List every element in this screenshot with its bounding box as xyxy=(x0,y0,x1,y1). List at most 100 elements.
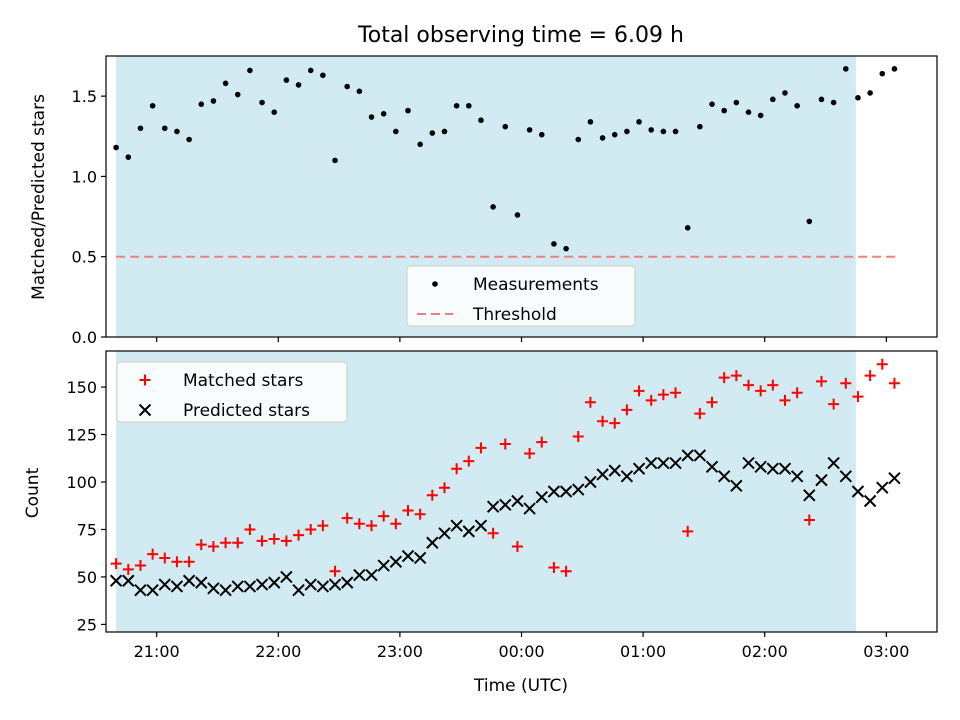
data-point xyxy=(815,473,828,487)
top-y-axis-label: Matched/Predicted stars xyxy=(29,94,49,300)
data-point xyxy=(572,483,585,496)
data-point xyxy=(770,96,776,103)
data-point xyxy=(340,576,354,589)
data-point xyxy=(745,109,752,115)
data-point xyxy=(174,128,180,135)
legend-label: Measurements xyxy=(473,275,599,295)
data-point xyxy=(864,370,876,382)
data-point xyxy=(366,520,378,532)
data-point xyxy=(232,537,244,549)
y-tick-label: 0.5 xyxy=(72,248,97,267)
data-point xyxy=(535,490,548,504)
data-point xyxy=(478,117,484,124)
data-point xyxy=(316,580,330,593)
data-point xyxy=(694,408,706,420)
data-point xyxy=(672,128,679,135)
data-point xyxy=(195,576,208,589)
data-point xyxy=(438,482,450,494)
y-tick-label: 1.0 xyxy=(72,167,97,186)
legend-box xyxy=(406,265,636,327)
data-point xyxy=(839,470,853,483)
data-point xyxy=(231,580,244,593)
data-point xyxy=(730,370,742,382)
data-point xyxy=(572,430,584,442)
data-point xyxy=(502,123,509,130)
data-point xyxy=(721,107,727,114)
data-point xyxy=(560,565,572,577)
data-point xyxy=(304,578,317,591)
data-point xyxy=(463,455,475,467)
data-point xyxy=(158,578,171,591)
data-point xyxy=(328,578,342,591)
data-point xyxy=(222,80,229,87)
data-point xyxy=(867,90,873,96)
data-point xyxy=(681,449,694,462)
bottom-y-axis-label: Count xyxy=(23,467,43,518)
data-point xyxy=(170,580,184,593)
data-point xyxy=(198,101,205,107)
data-point xyxy=(888,472,901,485)
data-point xyxy=(620,470,634,483)
data-point xyxy=(851,485,865,498)
legend-label: Matched stars xyxy=(183,371,303,391)
data-point xyxy=(378,510,390,522)
data-point xyxy=(840,377,852,389)
y-tick-label: 100 xyxy=(66,473,97,492)
series-matched-stars xyxy=(110,358,900,577)
data-point xyxy=(790,470,804,483)
x-tick-label: 22:00 xyxy=(255,642,301,661)
data-point xyxy=(670,387,682,399)
data-point xyxy=(879,70,886,77)
data-point xyxy=(182,574,196,587)
data-point xyxy=(243,580,257,593)
data-point xyxy=(244,523,256,535)
data-point xyxy=(122,563,134,575)
data-point xyxy=(256,535,268,547)
data-point xyxy=(186,136,192,143)
data-point xyxy=(344,83,350,90)
data-point xyxy=(271,109,278,115)
data-point xyxy=(292,584,305,597)
data-point xyxy=(220,537,232,549)
data-point xyxy=(356,88,363,95)
data-point xyxy=(389,555,403,568)
data-point xyxy=(320,72,326,79)
legend-marker xyxy=(432,281,438,287)
data-point xyxy=(329,565,341,577)
data-point xyxy=(159,552,171,564)
data-point xyxy=(259,99,265,106)
data-point xyxy=(794,102,800,109)
data-point xyxy=(511,541,523,553)
data-point xyxy=(803,489,816,502)
data-point xyxy=(149,102,156,109)
legend-marker xyxy=(138,403,152,417)
data-point xyxy=(547,485,561,498)
data-point xyxy=(414,508,426,520)
y-tick-label: 125 xyxy=(66,426,97,445)
data-point xyxy=(134,560,146,572)
data-point xyxy=(669,456,682,470)
data-point xyxy=(599,135,606,141)
data-point xyxy=(426,536,439,549)
data-point xyxy=(380,111,387,117)
data-point xyxy=(161,125,168,132)
data-point xyxy=(317,520,329,532)
data-point xyxy=(584,396,596,408)
data-point xyxy=(733,99,740,106)
data-point xyxy=(234,91,241,98)
data-point xyxy=(462,525,476,538)
data-point xyxy=(247,67,253,74)
data-point xyxy=(341,512,353,524)
data-point xyxy=(778,462,792,475)
data-point xyxy=(559,485,573,498)
data-point xyxy=(645,394,657,406)
y-tick-label: 1.5 xyxy=(72,87,97,106)
data-point xyxy=(499,498,512,511)
y-tick-label: 50 xyxy=(77,568,97,587)
data-point xyxy=(718,372,730,384)
data-point xyxy=(806,218,813,225)
data-point xyxy=(526,127,533,133)
ratio-panel: 0.0 0.5 1.0 1.5 Measurements Threshold xyxy=(72,55,938,347)
data-point xyxy=(648,127,655,133)
data-point xyxy=(405,107,411,114)
